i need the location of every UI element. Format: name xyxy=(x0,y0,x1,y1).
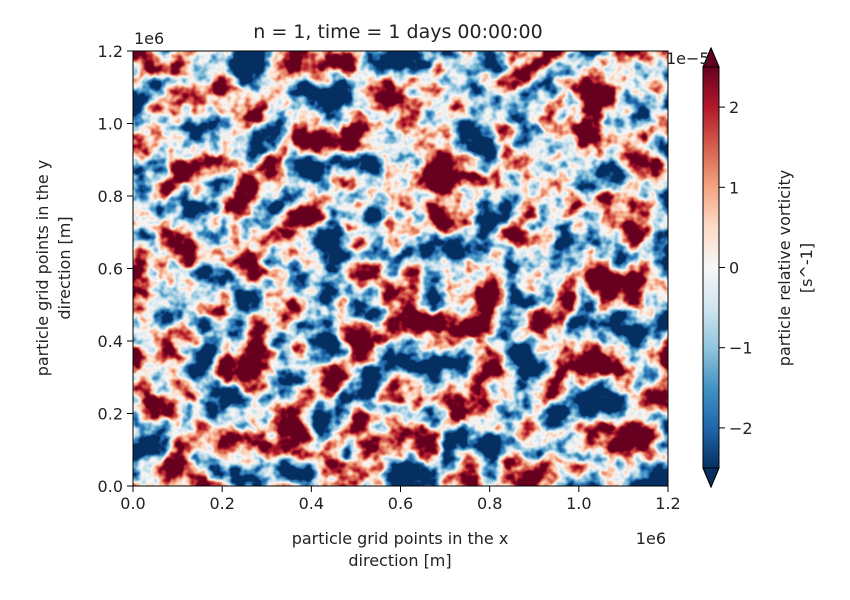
colorbar-tick-label: −1 xyxy=(729,339,753,358)
x-axis-offset-label: 1e6 xyxy=(636,529,666,548)
y-tick-label: 1.2 xyxy=(98,42,123,61)
x-tick-label: 0.4 xyxy=(299,494,324,513)
x-axis-label: particle grid points in the x direction … xyxy=(292,529,509,570)
y-axis-label-line-1: particle grid points in the y xyxy=(33,160,52,377)
x-tick-label: 0.0 xyxy=(120,494,145,513)
y-axis-label-line-2: direction [m] xyxy=(55,216,74,319)
x-tick-label: 1.0 xyxy=(566,494,591,513)
colorbar-tick-label: 1 xyxy=(729,178,739,197)
x-tick-label: 1.2 xyxy=(655,494,680,513)
colorbar: −2 −1 0 1 2 1e−5 particle relative vorticity… xyxy=(666,46,816,489)
y-tick-label: 1.0 xyxy=(98,115,123,134)
y-tick-label: 0.0 xyxy=(98,477,123,496)
colorbar-tick-label: −2 xyxy=(729,419,753,438)
colorbar-ticks: −2 −1 0 1 2 xyxy=(719,98,753,438)
x-tick-label: 0.2 xyxy=(209,494,234,513)
y-tick-label: 0.2 xyxy=(98,405,123,424)
plot-area xyxy=(132,50,669,487)
y-tick-label: 0.8 xyxy=(98,187,123,206)
colorbar-label-line-2: [s^-1] xyxy=(797,243,816,293)
colorbar-extend-min-arrow xyxy=(702,467,720,489)
x-axis-label-line-1: particle grid points in the x xyxy=(292,529,509,548)
x-axis-label-line-2: direction [m] xyxy=(348,551,451,570)
colorbar-offset-label: 1e−5 xyxy=(666,49,710,68)
colorbar-label-line-1: particle relative vorticity xyxy=(775,170,794,366)
y-tick-label: 0.6 xyxy=(98,260,123,279)
colorbar-outline xyxy=(702,47,720,489)
vorticity-heatmap xyxy=(133,51,668,486)
x-axis-ticks: 0.0 0.2 0.4 0.6 0.8 1.0 1.2 xyxy=(120,486,681,513)
y-axis-label: particle grid points in the y direction … xyxy=(33,160,74,377)
y-axis-offset-label: 1e6 xyxy=(134,29,164,48)
y-axis-ticks: 0.0 0.2 0.4 0.6 0.8 1.0 1.2 xyxy=(98,42,133,496)
chart-title: n = 1, time = 1 days 00:00:00 xyxy=(253,21,542,43)
x-tick-label: 0.6 xyxy=(388,494,413,513)
colorbar-tick-label: 2 xyxy=(729,98,739,117)
colorbar-body xyxy=(703,67,719,468)
colorbar-tick-label: 0 xyxy=(729,259,739,278)
x-tick-label: 0.8 xyxy=(477,494,502,513)
y-tick-label: 0.4 xyxy=(98,332,123,351)
